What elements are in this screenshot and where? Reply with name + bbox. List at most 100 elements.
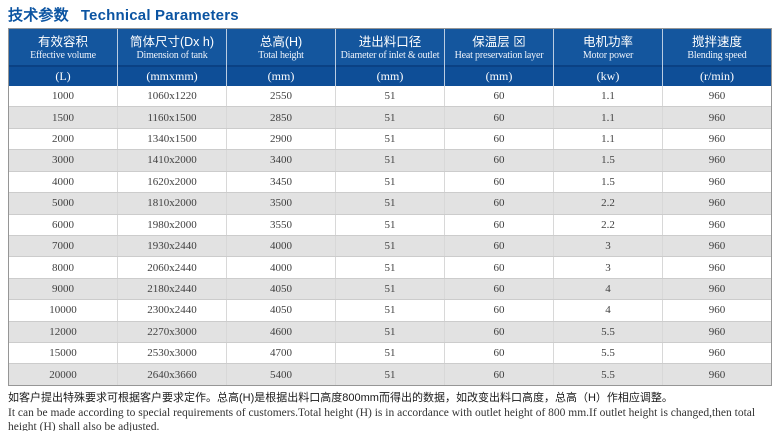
header-label-cn: 筒体尺寸(Dx h)	[129, 35, 215, 49]
header-label-en: Dimension of tank	[136, 50, 208, 61]
cell-heat-preservation-layer: 60	[445, 214, 554, 235]
cell-blending-speed: 960	[708, 325, 726, 338]
cell-total-height: 4050	[227, 300, 336, 321]
header-label-cn: 搅拌速度	[691, 35, 742, 49]
cell-blending-speed: 960	[708, 368, 726, 381]
header-col-heat-preservation-layer: 保温层 ⊠ Heat preservation layer (mm)	[445, 29, 554, 86]
cell-motor-power: 2.2	[554, 214, 663, 235]
cell-motor-power: 1.1	[554, 107, 663, 128]
cell-tank-dimension: 1810x2000	[118, 193, 227, 214]
cell-inlet-outlet-diameter: 51	[336, 235, 445, 257]
cell-tank-dimension: 1980x2000	[118, 214, 227, 235]
cell-heat-preservation-layer: 60	[445, 321, 554, 343]
header-name-motor-power: 电机功率 Motor power	[554, 29, 662, 65]
cell-tank-dimension: 2530x3000	[118, 343, 227, 364]
header-unit: (L)	[9, 65, 117, 86]
cell-blending-speed: 960	[708, 261, 726, 274]
cell-effective-volume: 3000	[9, 150, 118, 171]
cell-effective-volume: 2000	[9, 128, 118, 150]
header-col-effective-volume: 有效容积 Effective volume (L)	[9, 29, 118, 86]
header-col-tank-dimension: 筒体尺寸(Dx h) Dimension of tank (mmxmm)	[118, 29, 227, 86]
table-row: 9000 2180x2440 4050 51 60 4 960	[9, 278, 771, 301]
cell-inlet-outlet-diameter: 51	[336, 86, 445, 107]
table-row: 5000 1810x2000 3500 51 60 2.2 960	[9, 193, 771, 215]
cell-effective-volume: 12000	[9, 321, 118, 343]
cell-blending-speed: 960	[708, 218, 726, 231]
cell-motor-power: 4	[554, 300, 663, 321]
cell-effective-volume: 6000	[9, 214, 118, 235]
table-row: 1000 1060x1220 2550 51 60 1.1 960	[9, 86, 771, 108]
cell-tank-dimension: 2270x3000	[118, 321, 227, 343]
cell-inlet-outlet-diameter: 51	[336, 278, 445, 300]
cell-total-height: 4700	[227, 343, 336, 364]
cell-heat-preservation-layer: 60	[445, 128, 554, 150]
cell-blending-speed: 960	[708, 304, 726, 317]
cell-blending-speed: 960	[708, 283, 726, 295]
cell-total-height: 2550	[227, 86, 336, 107]
cell-effective-volume: 15000	[9, 343, 118, 364]
cell-motor-power: 3	[554, 235, 663, 257]
cell-tank-dimension: 1620x2000	[118, 171, 227, 193]
header-label-en: Total height	[258, 50, 304, 61]
table-row: 3000 1410x2000 3400 51 60 1.5 960	[9, 150, 771, 172]
cell-effective-volume: 7000	[9, 235, 118, 257]
header-unit: (mm)	[227, 65, 335, 86]
header-col-inlet-outlet-diameter: 进出料口径 Diameter of inlet & outlet (mm)	[336, 29, 445, 86]
table-row: 4000 1620x2000 3450 51 60 1.5 960	[9, 171, 771, 194]
cell-inlet-outlet-diameter: 51	[336, 257, 445, 278]
cell-tank-dimension: 2060x2440	[118, 257, 227, 278]
header-name-heat-preservation-layer: 保温层 ⊠ Heat preservation layer	[445, 29, 553, 65]
cell-motor-power: 1.1	[554, 86, 663, 107]
cell-effective-volume: 9000	[9, 278, 118, 300]
cell-total-height: 2850	[227, 107, 336, 128]
table-row: 7000 1930x2440 4000 51 60 3 960	[9, 235, 771, 258]
header-label-en: Diameter of inlet & outlet	[340, 50, 440, 61]
header-label-en: Effective volume	[30, 50, 96, 61]
cell-effective-volume: 5000	[9, 193, 118, 214]
header-col-motor-power: 电机功率 Motor power (kw)	[554, 29, 663, 86]
header-unit: (kw)	[554, 65, 662, 86]
cell-effective-volume: 1500	[9, 107, 118, 128]
header-name-inlet-outlet-diameter: 进出料口径 Diameter of inlet & outlet	[336, 29, 444, 65]
header-label-cn: 电机功率	[582, 35, 633, 49]
cell-inlet-outlet-diameter: 51	[336, 343, 445, 364]
cell-inlet-outlet-diameter: 51	[336, 150, 445, 171]
table-row: 6000 1980x2000 3550 51 60 2.2 960	[9, 214, 771, 236]
cell-effective-volume: 4000	[9, 171, 118, 193]
cell-inlet-outlet-diameter: 51	[336, 321, 445, 343]
header-name-total-height: 总高(H) Total height	[227, 29, 335, 65]
footnote-cn: 如客户提出特殊要求可根据客户要求定作。总高(H)是根据出料口高度800mm而得出…	[8, 392, 673, 404]
cell-total-height: 3400	[227, 150, 336, 171]
page-title: 技术参数 Technical Parameters	[0, 0, 780, 28]
cell-tank-dimension: 1410x2000	[118, 150, 227, 171]
cell-heat-preservation-layer: 60	[445, 86, 554, 107]
cell-tank-dimension: 1930x2440	[118, 235, 227, 257]
cell-total-height: 4600	[227, 321, 336, 343]
cell-total-height: 2900	[227, 128, 336, 150]
cell-total-height: 3500	[227, 193, 336, 214]
cell-inlet-outlet-diameter: 51	[336, 128, 445, 150]
cell-heat-preservation-layer: 60	[445, 343, 554, 364]
header-label-cn: 进出料口径	[358, 35, 422, 49]
header-unit: (r/min)	[663, 65, 771, 86]
cell-blending-speed: 960	[708, 197, 726, 210]
cell-blending-speed: 960	[708, 175, 726, 188]
header-name-blending-speed: 搅拌速度 Blending speed	[663, 29, 771, 65]
header-label-en: Motor power	[582, 50, 634, 61]
cell-inlet-outlet-diameter: 51	[336, 214, 445, 235]
table-body: 1000 1060x1220 2550 51 60 1.1 960 1500 1160x1500…	[9, 86, 771, 385]
cell-motor-power: 1.5	[554, 150, 663, 171]
cell-blending-speed: 960	[708, 154, 726, 167]
header-name-tank-dimension: 筒体尺寸(Dx h) Dimension of tank	[118, 29, 226, 65]
cell-tank-dimension: 2300x2440	[118, 300, 227, 321]
cell-heat-preservation-layer: 60	[445, 150, 554, 171]
table-row: 1500 1160x1500 2850 51 60 1.1 960	[9, 107, 771, 129]
footnote: 如客户提出特殊要求可根据客户要求定作。总高(H)是根据出料口高度800mm而得出…	[8, 391, 772, 431]
cell-motor-power: 3	[554, 257, 663, 278]
header-label-cn: 总高(H)	[259, 35, 303, 49]
cell-heat-preservation-layer: 60	[445, 235, 554, 257]
footnote-en: It can be made according to special requ…	[8, 407, 756, 431]
table-row: 15000 2530x3000 4700 51 60 5.5 960	[9, 343, 771, 365]
header-label-cn: 有效容积	[37, 35, 88, 49]
